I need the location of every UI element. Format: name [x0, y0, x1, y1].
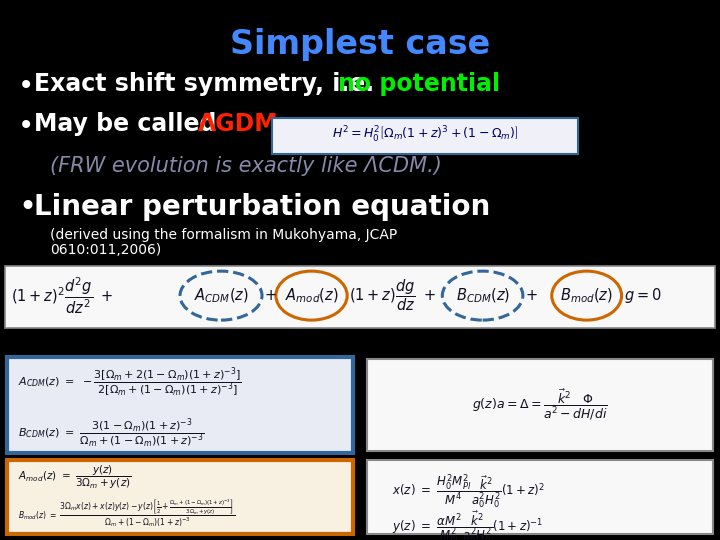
Text: •: •	[18, 193, 36, 222]
Text: $A_{CDM}(z)\ =\ -\dfrac{3[\Omega_m + 2(1-\Omega_m)(1+z)^{-3}]}{2[\Omega_m + (1-\: $A_{CDM}(z)\ =\ -\dfrac{3[\Omega_m + 2(1…	[18, 365, 241, 399]
Text: $A_{mod}(z)$: $A_{mod}(z)$	[284, 286, 338, 305]
Text: $+$: $+$	[264, 288, 277, 303]
Text: $A_{mod}(z)\ =\ \dfrac{y(z)}{3\Omega_m + y(z)}$: $A_{mod}(z)\ =\ \dfrac{y(z)}{3\Omega_m +…	[18, 464, 131, 491]
Text: •: •	[18, 112, 35, 140]
FancyBboxPatch shape	[7, 357, 353, 453]
FancyBboxPatch shape	[271, 118, 578, 154]
Text: $(1+z)^2\dfrac{d^2g}{dz^2}\ +$: $(1+z)^2\dfrac{d^2g}{dz^2}\ +$	[11, 275, 113, 316]
Text: Simplest case: Simplest case	[230, 28, 490, 61]
Text: $B_{mod}(z)\ =\ \dfrac{3\Omega_m x(z) + x(z)y(z) - y(z)\left[\frac{1}{2} + \frac: $B_{mod}(z)\ =\ \dfrac{3\Omega_m x(z) + …	[18, 497, 235, 529]
Text: Exact shift symmetry, i.e.: Exact shift symmetry, i.e.	[34, 72, 382, 96]
Text: $B_{CDM}(z)\ =\ \dfrac{3(1-\Omega_m)(1+z)^{-3}}{\Omega_m + (1-\Omega_m)(1+z)^{-3: $B_{CDM}(z)\ =\ \dfrac{3(1-\Omega_m)(1+z…	[18, 417, 204, 450]
Text: $x(z)\ =\ \dfrac{H_0^2 M_{Pl}^2}{M^4}\dfrac{\vec{k}^2}{a_0^2 H_0^2}(1+z)^2$: $x(z)\ =\ \dfrac{H_0^2 M_{Pl}^2}{M^4}\df…	[392, 472, 545, 511]
Text: $B_{mod}(z)$: $B_{mod}(z)$	[560, 286, 613, 305]
Text: $H^2 = H_0^2\left[\Omega_m(1+z)^3 + (1-\Omega_m)\right]$: $H^2 = H_0^2\left[\Omega_m(1+z)^3 + (1-\…	[331, 125, 518, 145]
Text: $g(z)a = \Delta = \dfrac{\vec{k}^2\quad\Phi}{a^2 - dH/di}$: $g(z)a = \Delta = \dfrac{\vec{k}^2\quad\…	[472, 388, 608, 422]
Text: (derived using the formalism in Mukohyama, JCAP: (derived using the formalism in Mukohyam…	[50, 228, 397, 242]
Text: $B_{CDM}(z)$: $B_{CDM}(z)$	[456, 286, 510, 305]
Text: 0610:011,2006): 0610:011,2006)	[50, 243, 161, 257]
FancyBboxPatch shape	[7, 460, 353, 535]
FancyBboxPatch shape	[5, 266, 715, 328]
Text: May be called: May be called	[34, 112, 225, 136]
Text: •: •	[18, 72, 35, 100]
Text: $+$: $+$	[525, 288, 537, 303]
Text: no potential: no potential	[338, 72, 500, 96]
Text: (FRW evolution is exactly like ΛCDM.): (FRW evolution is exactly like ΛCDM.)	[50, 156, 442, 176]
Text: $g = 0$: $g = 0$	[624, 286, 662, 305]
Text: ΛGDM.: ΛGDM.	[198, 112, 287, 136]
FancyBboxPatch shape	[367, 359, 713, 451]
Text: $y(z)\ =\ \dfrac{\alpha M^2}{M_{Pl}^2}\dfrac{\vec{k}^2}{a_0^2 H_0^2}(1+z)^{-1}$: $y(z)\ =\ \dfrac{\alpha M^2}{M_{Pl}^2}\d…	[392, 509, 543, 540]
FancyBboxPatch shape	[367, 460, 713, 535]
Text: $A_{CDM}(z)$: $A_{CDM}(z)$	[194, 286, 248, 305]
Text: Linear perturbation equation: Linear perturbation equation	[34, 193, 490, 221]
Text: $(1+z)\dfrac{dg}{dz}\ +$: $(1+z)\dfrac{dg}{dz}\ +$	[348, 278, 436, 313]
